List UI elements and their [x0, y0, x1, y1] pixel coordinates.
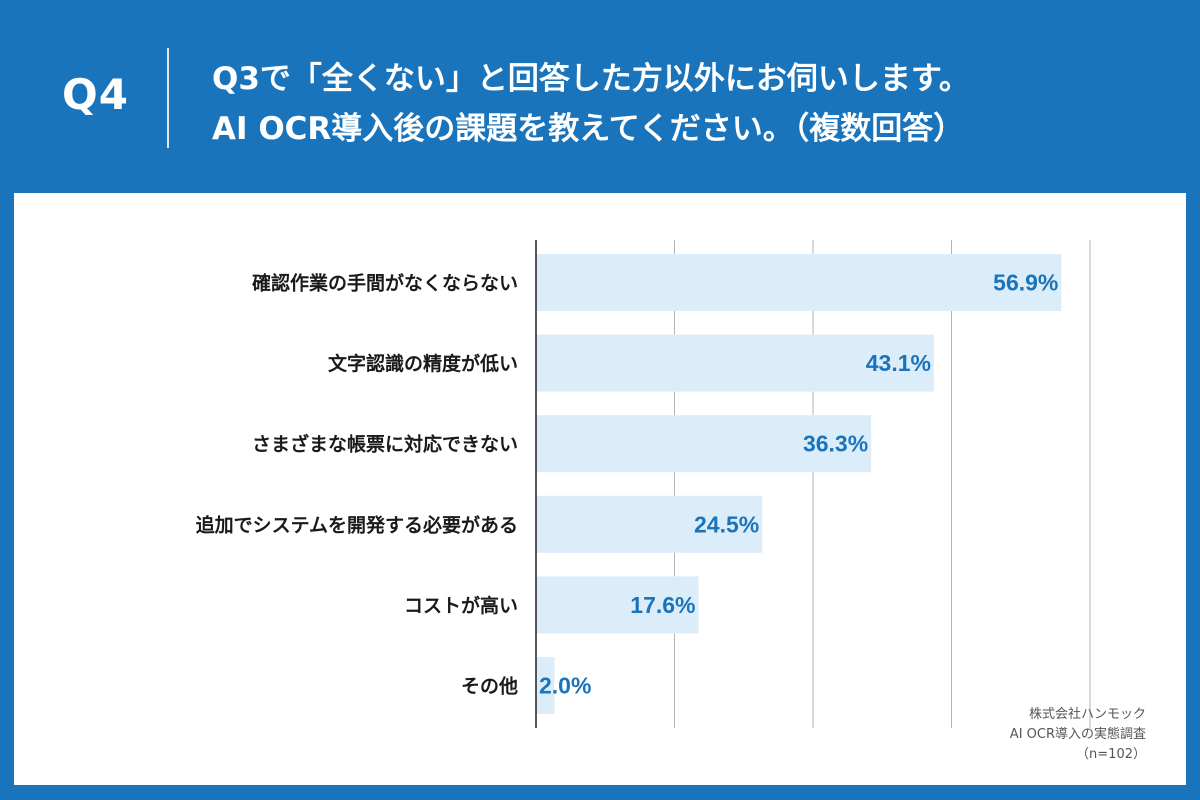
question-title: Q3で「全くない」と回答した方以外にお伺いします。 AI OCR導入後の課題を教…: [212, 54, 970, 154]
source-note: 株式会社ハンモック AI OCR導入の実態調査 （n=102）: [1010, 705, 1146, 765]
bar-chart: 確認作業の手間がなくならない 56.9% 文字認識の精度が低い 43.1% さまざまな帳…: [196, 240, 1091, 728]
source-survey: AI OCR導入の実態調査: [1009, 727, 1146, 742]
source-sample: （n=102）: [1076, 747, 1146, 762]
category-label: 確認作業の手間がなくならない: [252, 272, 518, 295]
bar: [536, 657, 555, 714]
category-label: さまざまな帳票に対応できない: [252, 433, 518, 456]
question-title-line-2: AI OCR導入後の課題を教えてください。（複数回答）: [212, 111, 965, 147]
category-label: 文字認識の精度が低い: [328, 352, 518, 375]
bar: [536, 254, 1062, 311]
question-number: Q4: [62, 70, 129, 119]
bar: [536, 576, 699, 634]
bar: [536, 334, 934, 392]
chart-panel: 確認作業の手間がなくならない 56.9% 文字認識の精度が低い 43.1% さまざまな帳…: [14, 193, 1186, 785]
bar: [536, 495, 763, 553]
value-label: 2.0%: [539, 673, 591, 699]
value-label: 24.5%: [694, 511, 759, 537]
question-title-line-1: Q3で「全くない」と回答した方以外にお伺いします。: [212, 61, 970, 97]
category-label: 追加でシステムを開発する必要がある: [196, 513, 518, 536]
bar: [536, 415, 872, 473]
category-label: その他: [461, 675, 518, 698]
value-label: 36.3%: [803, 431, 868, 457]
header: Q4 Q3で「全くない」と回答した方以外にお伺いします。 AI OCR導入後の課…: [0, 0, 1200, 190]
value-label: 17.6%: [630, 592, 695, 618]
source-company: 株式会社ハンモック: [1028, 707, 1146, 722]
value-label: 56.9%: [993, 270, 1058, 296]
value-label: 43.1%: [866, 350, 931, 376]
category-label: コストが高い: [404, 594, 518, 617]
header-divider: [167, 48, 169, 148]
